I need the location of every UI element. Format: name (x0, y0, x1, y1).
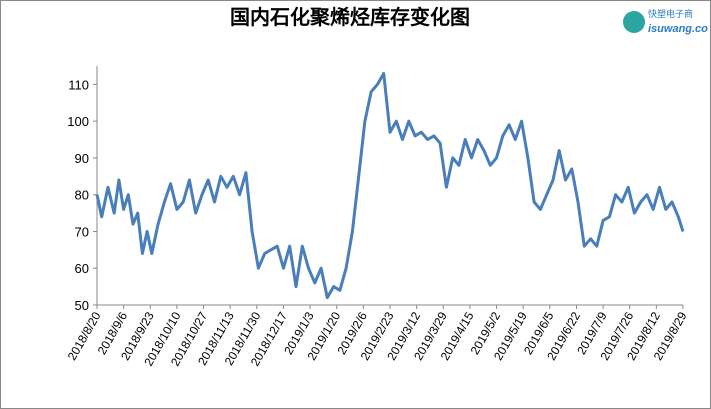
logo-icon (623, 11, 645, 33)
y-tick-label: 80 (75, 188, 89, 203)
data-line (95, 71, 685, 300)
y-tick-label: 90 (75, 151, 89, 166)
y-tick-label: 110 (68, 77, 89, 92)
y-tick-label: 60 (75, 261, 89, 276)
y-tick-label: 50 (75, 298, 89, 313)
y-tick-label: 100 (67, 114, 89, 129)
y-tick-label: 70 (75, 224, 89, 239)
chart-title: 国内石化聚烯烃库存变化图 (230, 5, 470, 29)
logo-url: isuwang.co (648, 23, 708, 35)
logo-name: 快塑电子商 (648, 8, 693, 19)
